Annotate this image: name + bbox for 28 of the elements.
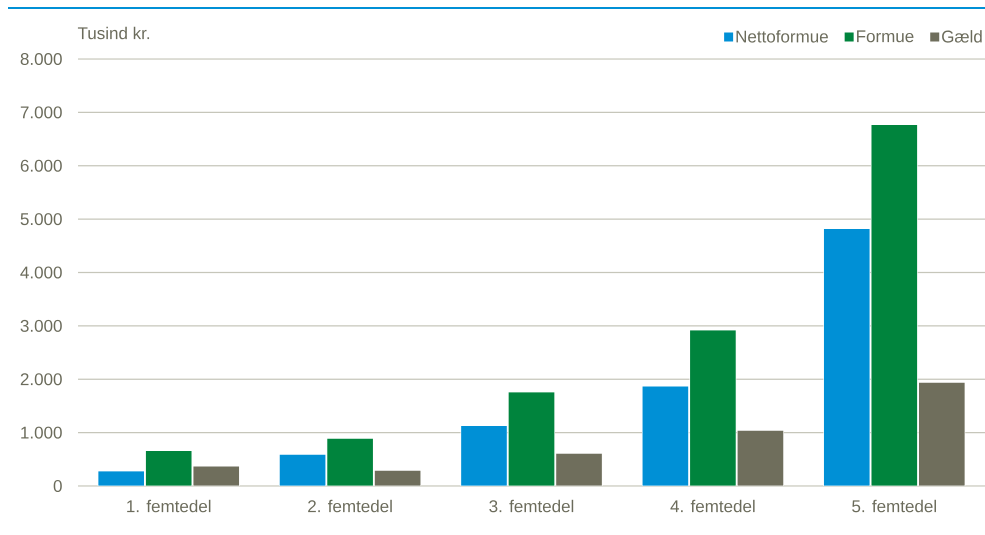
- y-axis-title: Tusind kr.: [78, 26, 150, 40]
- y-tick-label: 1.000: [21, 426, 62, 439]
- x-tick-label: 1. femtedel: [127, 500, 210, 512]
- y-tick-label: 0: [54, 480, 62, 492]
- y-tick-label: 5.000: [20, 213, 62, 226]
- bar: [556, 453, 602, 486]
- bar: [374, 470, 422, 486]
- bar: [145, 450, 192, 486]
- bar: [918, 382, 966, 486]
- y-tick-label: 4.000: [20, 266, 62, 279]
- legend-label: Nettoformue: [736, 30, 828, 43]
- y-tick-label: 6.000: [20, 160, 62, 172]
- legend-label: Formue: [857, 30, 914, 42]
- y-tick-label: 7.000: [20, 106, 62, 118]
- x-tick-label: 2. femtedel: [308, 500, 392, 512]
- legend-label: Gæld: [942, 30, 982, 43]
- bar: [508, 392, 555, 486]
- bar: [870, 124, 918, 486]
- x-tick-label: 4. femtedel: [670, 500, 755, 512]
- bar: [689, 330, 736, 486]
- y-tick-label: 8.000: [20, 52, 62, 66]
- y-tick-label: 3.000: [20, 320, 62, 332]
- x-tick-label: 5. femtedel: [852, 500, 936, 512]
- y-tick-label: 2.000: [20, 373, 62, 386]
- x-tick-label: 3. femtedel: [489, 500, 574, 512]
- bar: [326, 438, 374, 486]
- bar: [737, 430, 784, 486]
- bar: [192, 466, 240, 486]
